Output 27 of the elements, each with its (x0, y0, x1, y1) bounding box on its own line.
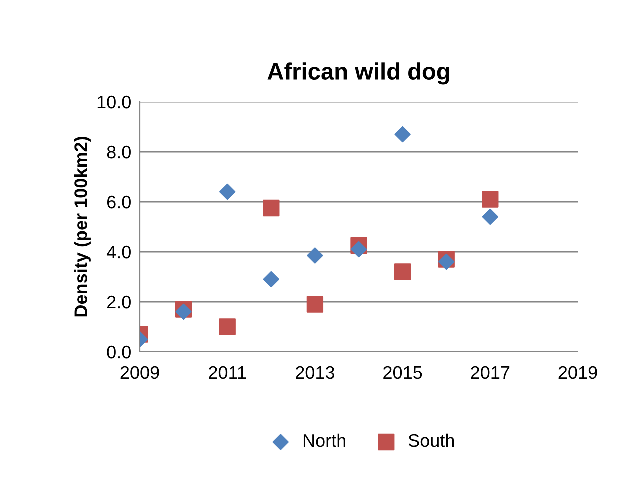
point (263, 200, 280, 217)
y-tick-label: 6.0 (107, 196, 131, 209)
point (263, 271, 280, 288)
chart-title: African wild dog (268, 62, 450, 85)
x-tick-label: 2009 (120, 366, 160, 380)
x-tick-label: 2017 (471, 366, 510, 380)
point (306, 296, 324, 313)
legend-label: South (408, 434, 454, 448)
y-axis-title: Density (per 100km2) (74, 137, 91, 317)
point (482, 191, 499, 208)
x-tick-label: 2011 (209, 366, 246, 380)
point (307, 248, 324, 264)
y-tick-label: 8.0 (107, 146, 131, 159)
point (219, 318, 236, 336)
y-tick-label: 4.0 (106, 246, 131, 259)
point (394, 264, 412, 280)
x-tick-label: 2019 (558, 366, 598, 380)
point (350, 241, 368, 258)
x-tick-label: 2013 (296, 366, 334, 380)
x-tick-label: 2015 (384, 366, 422, 380)
y-tick-label: 2.0 (107, 296, 131, 309)
y-tick-label: 10.0 (98, 96, 131, 109)
point (394, 126, 411, 143)
legend-label: North (304, 434, 346, 448)
point (220, 184, 236, 200)
point (482, 208, 498, 226)
y-tick-label: 0.0 (107, 346, 131, 359)
